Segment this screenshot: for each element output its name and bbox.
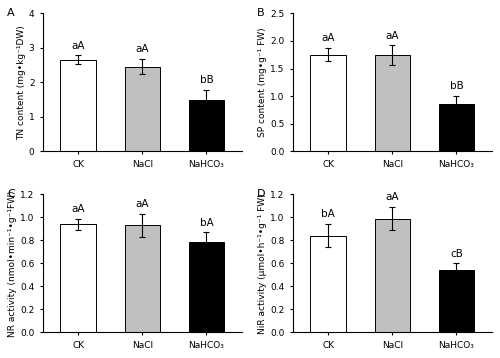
Y-axis label: NR activity (nmol•min⁻¹•g⁻¹FW): NR activity (nmol•min⁻¹•g⁻¹FW) (8, 190, 18, 337)
Text: aA: aA (322, 33, 335, 43)
Text: aA: aA (386, 30, 399, 40)
Bar (310, 236, 346, 332)
Bar (60, 224, 96, 332)
Text: D: D (257, 189, 266, 199)
Bar (374, 219, 410, 332)
Text: aA: aA (136, 44, 149, 54)
Text: A: A (7, 8, 14, 18)
Text: aA: aA (72, 40, 85, 50)
Bar (188, 100, 224, 151)
Text: cB: cB (450, 248, 463, 258)
Text: B: B (257, 8, 264, 18)
Bar (438, 270, 474, 332)
Bar (310, 55, 346, 151)
Text: aA: aA (72, 204, 85, 214)
Bar (124, 226, 160, 332)
Text: bB: bB (200, 75, 213, 85)
Y-axis label: NiR activity (μmol•h⁻¹•g⁻¹ FW): NiR activity (μmol•h⁻¹•g⁻¹ FW) (258, 193, 268, 334)
Text: bA: bA (200, 218, 213, 228)
Bar (124, 67, 160, 151)
Y-axis label: TN content (mg•kg⁻¹DW): TN content (mg•kg⁻¹DW) (17, 25, 26, 140)
Text: aA: aA (386, 192, 399, 202)
Y-axis label: SP content (mg•g⁻¹ FW): SP content (mg•g⁻¹ FW) (258, 28, 268, 137)
Bar (374, 55, 410, 151)
Text: bA: bA (321, 209, 335, 219)
Text: aA: aA (136, 199, 149, 209)
Bar (188, 242, 224, 332)
Text: bB: bB (450, 81, 464, 91)
Bar (438, 104, 474, 151)
Bar (60, 60, 96, 151)
Text: C: C (7, 189, 15, 199)
